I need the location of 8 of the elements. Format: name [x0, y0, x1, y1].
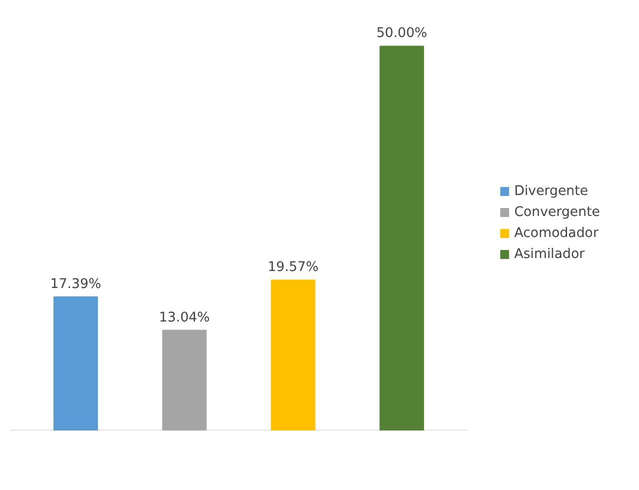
legend-label: Asimilador: [514, 246, 585, 262]
legend-label: Convergente: [514, 204, 600, 220]
data-label: 13.04%: [159, 310, 210, 326]
data-label: 17.39%: [50, 276, 102, 292]
data-label: 50.00%: [376, 26, 428, 42]
data-label: 19.57%: [268, 260, 319, 276]
legend-label: Divergente: [514, 184, 588, 198]
legend-label: Acomodador: [514, 226, 598, 240]
